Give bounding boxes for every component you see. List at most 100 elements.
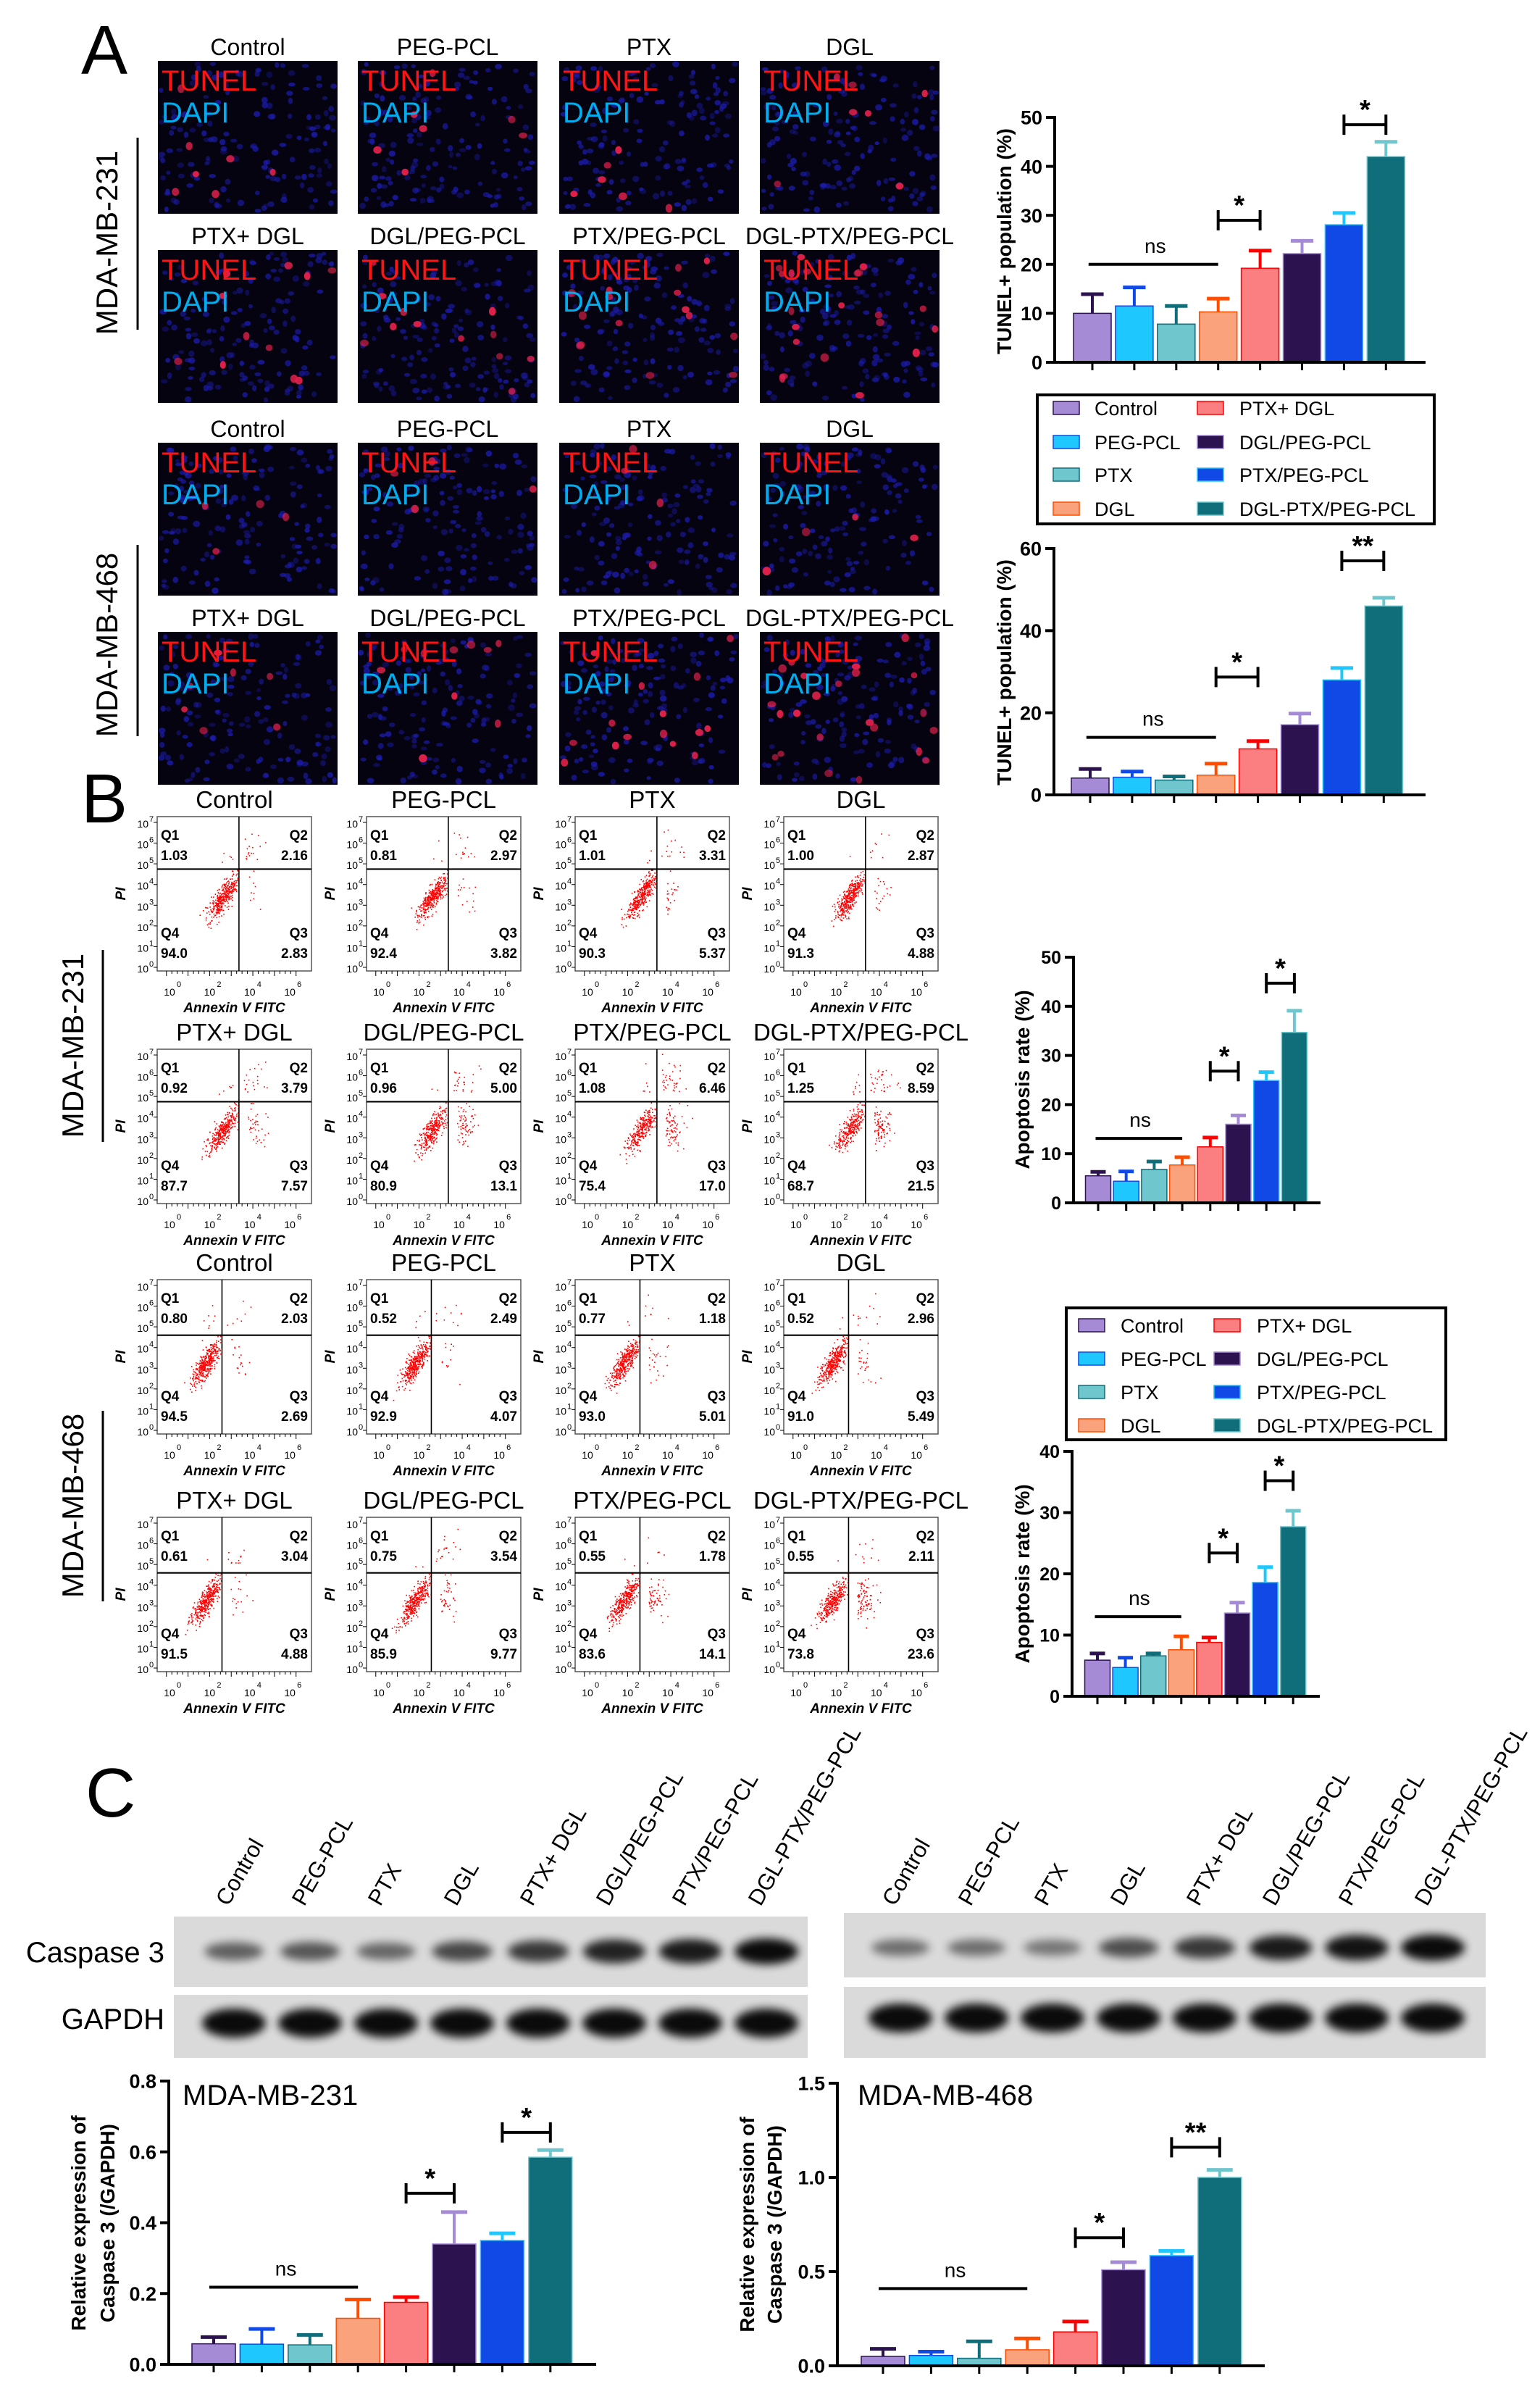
- y-tick-exponent: 4: [359, 1341, 363, 1349]
- tunel-stain-label: TUNEL: [361, 636, 456, 668]
- y-tick-base: 10: [763, 1581, 775, 1593]
- y-tick-base: 10: [555, 1154, 566, 1166]
- y-tick-exponent: 2: [149, 919, 154, 927]
- y-tick-base: 10: [763, 1196, 775, 1207]
- x-tick-exponent: 6: [297, 1681, 301, 1690]
- flow-plot-title: PEG-PCL: [391, 1249, 496, 1276]
- y-tick-exponent: 5: [567, 1319, 572, 1328]
- x-tick-exponent: 6: [715, 1213, 719, 1222]
- panel-label-b: B: [81, 760, 127, 838]
- legend-frame: [1036, 393, 1436, 525]
- quadrant-label-q4: Q4: [161, 926, 180, 941]
- quadrant-value-q1: 1.00: [787, 849, 814, 864]
- bar: [335, 2317, 380, 2365]
- caspase3-band: [658, 1939, 722, 1964]
- x-tick-exponent: 2: [426, 980, 430, 989]
- x-axis-label: Annexin V FITC: [600, 1464, 703, 1479]
- x-axis-label: Annexin V FITC: [183, 1233, 285, 1248]
- x-tick-base: 10: [871, 1219, 882, 1230]
- y-tick-base: 10: [346, 1664, 358, 1675]
- y-tick-base: 10: [763, 1113, 775, 1125]
- cell-line-label: MDA-MB-231: [90, 151, 124, 335]
- y-tick-exponent: 5: [149, 856, 154, 865]
- y-tick-exponent: 2: [776, 1151, 780, 1160]
- blot-row-label-caspase3: Caspase 3: [26, 1937, 164, 1969]
- quadrant-label-q4: Q4: [787, 1627, 806, 1642]
- y-tick-exponent: 5: [776, 1089, 780, 1098]
- tunel-stain-label: TUNEL: [361, 65, 456, 97]
- tunel-stain-label: TUNEL: [162, 254, 256, 286]
- y-tick-exponent: 1: [149, 939, 154, 948]
- y-tick-base: 10: [137, 1540, 148, 1551]
- gapdh-band: [945, 2004, 1008, 2032]
- legend-swatch: [1213, 1418, 1241, 1433]
- y-tick-base: 10: [346, 1072, 358, 1083]
- gapdh-band: [506, 2009, 570, 2038]
- x-tick-base: 10: [244, 1687, 256, 1698]
- x-tick-base: 10: [453, 1219, 465, 1230]
- x-tick-base: 10: [871, 986, 882, 998]
- quadrant-value-q4: 73.8: [787, 1647, 814, 1662]
- y-tick-exponent: 0: [149, 960, 154, 969]
- gapdh-band: [1325, 2004, 1389, 2032]
- x-tick-exponent: 2: [635, 1681, 639, 1690]
- quadrant-label-q2: Q2: [916, 828, 934, 843]
- bar: [1252, 1582, 1279, 1697]
- y-tick-exponent: 6: [149, 836, 154, 845]
- y-tick-exponent: 3: [567, 898, 572, 906]
- y-tick-base: 10: [137, 839, 148, 851]
- y-tick-base: 10: [346, 1622, 358, 1634]
- x-tick-base: 10: [373, 1687, 385, 1698]
- caspase3-band: [1325, 1935, 1389, 1961]
- y-tick-base: 10: [137, 1133, 148, 1145]
- y-tick-exponent: 5: [776, 1319, 780, 1328]
- y-tick-exponent: 2: [776, 919, 780, 927]
- y-tick-exponent: 2: [776, 1619, 780, 1628]
- event-dots: [199, 833, 267, 929]
- y-tick-label: 1.5: [798, 2073, 825, 2095]
- y-tick-exponent: 0: [567, 1661, 572, 1669]
- gapdh-band: [582, 2009, 646, 2038]
- y-tick-exponent: 1: [776, 1402, 780, 1411]
- flow-plot-title: PTX/PEG-PCL: [573, 1487, 731, 1514]
- bar: [1322, 679, 1362, 796]
- y-tick-exponent: 1: [776, 1172, 780, 1180]
- quadrant-value-q4: 92.4: [370, 946, 397, 962]
- y-tick-label: 30: [1041, 1046, 1061, 1067]
- y-axis-label: PI: [740, 1120, 756, 1133]
- x-tick-base: 10: [831, 1219, 842, 1230]
- significance-label: *: [1234, 191, 1244, 221]
- y-tick-exponent: 4: [567, 1578, 572, 1587]
- bar: [1324, 224, 1364, 363]
- y-tick-base: 10: [555, 901, 566, 912]
- event-dots: [391, 1528, 461, 1634]
- legend-swatch: [1197, 501, 1224, 516]
- y-tick-base: 10: [137, 818, 148, 830]
- y-tick-base: 10: [137, 1581, 148, 1593]
- legend-entry: DGL-PTX/PEG-PCL: [1239, 499, 1415, 520]
- quadrant-label-q3: Q3: [499, 1159, 517, 1174]
- x-tick-base: 10: [164, 986, 175, 998]
- quadrant-value-q2: 2.03: [281, 1312, 308, 1327]
- flow-plot-title: PTX: [629, 1249, 675, 1276]
- y-tick-label: 40: [1021, 156, 1042, 178]
- x-axis-label: Annexin V FITC: [392, 1464, 495, 1479]
- y-tick-label: 40: [1039, 1442, 1060, 1462]
- bar: [1101, 2269, 1146, 2367]
- quadrant-value-q3: 21.5: [908, 1179, 934, 1194]
- gapdh-band: [1401, 2004, 1465, 2032]
- y-tick-exponent: 6: [359, 1537, 363, 1546]
- legend-swatch: [1053, 467, 1080, 482]
- x-tick-exponent: 4: [257, 1443, 261, 1452]
- y-tick-base: 10: [346, 1581, 358, 1593]
- x-axis-label: Annexin V FITC: [809, 1001, 912, 1016]
- bar: [1073, 312, 1112, 363]
- x-tick-exponent: 4: [884, 1681, 888, 1690]
- x-tick-base: 10: [284, 986, 296, 998]
- y-tick-base: 10: [763, 880, 775, 892]
